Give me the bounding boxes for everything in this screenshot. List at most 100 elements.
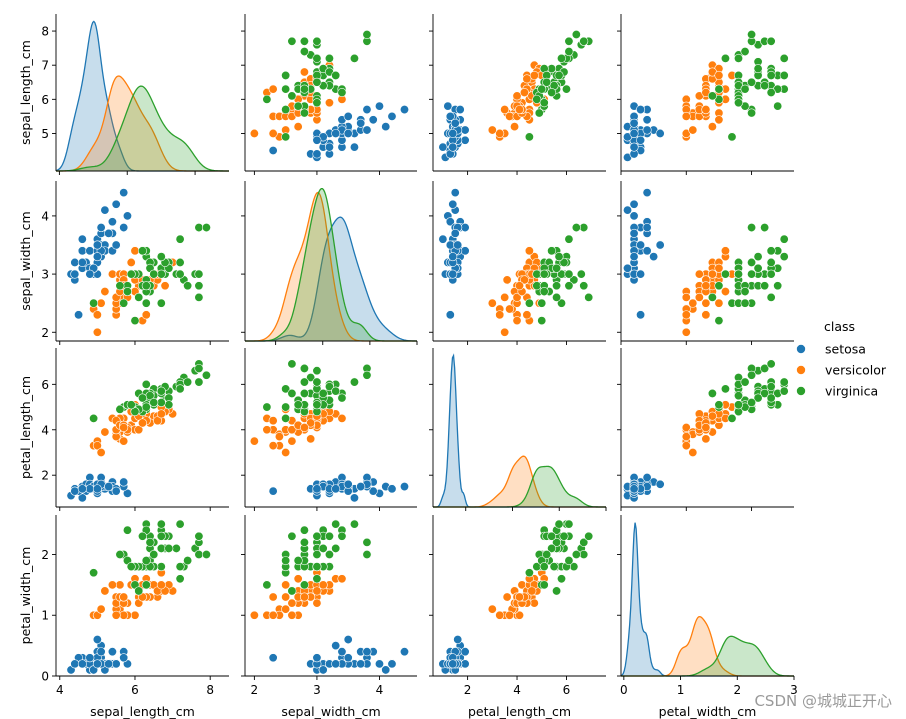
point-virginica-45 (156, 398, 166, 408)
panel-sepal_width_cm-vs-petal_length_cm (429, 181, 606, 345)
point-setosa-38 (312, 149, 322, 159)
point-virginica-46 (537, 84, 547, 94)
point-virginica-34 (552, 292, 562, 302)
point-versicolor-35 (337, 413, 347, 423)
point-virginica-40 (552, 263, 562, 273)
point-setosa-18 (636, 105, 646, 115)
point-virginica-33 (141, 281, 151, 291)
point-setosa-14 (443, 101, 453, 111)
point-virginica-35 (564, 36, 574, 46)
point-virginica-14 (773, 101, 783, 111)
x-tick-label-sepal_width_cm: 3 (313, 683, 321, 697)
point-setosa-42 (70, 659, 80, 669)
point-virginica-44 (554, 70, 564, 80)
point-virginica-14 (122, 525, 132, 535)
point-virginica-7 (569, 275, 579, 285)
point-virginica-46 (281, 84, 291, 94)
point-versicolor-9 (100, 287, 110, 297)
point-virginica-18 (766, 359, 776, 369)
point-versicolor-14 (502, 275, 512, 285)
y-tick-label-petal_width_cm: 2 (41, 548, 49, 562)
point-setosa-14 (122, 211, 132, 221)
point-virginica-19 (262, 580, 272, 590)
point-virginica-25 (734, 53, 744, 63)
point-versicolor-31 (681, 111, 691, 121)
point-setosa-47 (77, 659, 87, 669)
point-virginica-48 (766, 246, 776, 256)
x-tick-label-sepal_length_cm: 4 (56, 683, 64, 697)
point-versicolor-43 (268, 610, 278, 620)
point-virginica-49 (734, 269, 744, 279)
point-versicolor-31 (111, 610, 121, 620)
point-virginica-43 (766, 382, 776, 392)
point-virginica-21 (299, 108, 309, 118)
point-virginica-47 (747, 77, 757, 87)
point-setosa-45 (85, 653, 95, 663)
point-setosa-23 (649, 252, 659, 262)
point-setosa-32 (623, 205, 633, 215)
point-virginica-33 (539, 580, 549, 590)
point-versicolor-48 (96, 298, 106, 308)
point-versicolor-37 (522, 310, 532, 320)
point-setosa-47 (629, 142, 639, 152)
point-virginica-17 (362, 537, 372, 547)
point-virginica-31 (571, 29, 581, 39)
point-virginica-31 (201, 370, 211, 380)
panel-petal_width_cm-vs-sepal_length_cm: 4 6 8 0 1 2 (41, 515, 229, 697)
point-versicolor-37 (141, 310, 151, 320)
point-virginica-49 (126, 269, 136, 279)
point-virginica-19 (262, 94, 272, 104)
point-virginica-31 (571, 549, 581, 559)
point-versicolor-12 (262, 425, 272, 435)
point-virginica-46 (537, 298, 547, 308)
point-virginica-42 (293, 101, 303, 111)
point-virginica-29 (720, 269, 730, 279)
point-setosa-48 (356, 482, 366, 492)
point-virginica-44 (779, 386, 789, 396)
point-versicolor-20 (324, 98, 334, 108)
point-versicolor-41 (707, 269, 717, 279)
point-versicolor-34 (107, 580, 117, 590)
point-setosa-48 (104, 228, 114, 238)
point-versicolor-21 (134, 425, 144, 435)
point-virginica-43 (324, 531, 334, 541)
point-virginica-24 (156, 543, 166, 553)
point-setosa-43 (453, 635, 463, 645)
point-versicolor-31 (505, 304, 515, 314)
point-virginica-34 (134, 586, 144, 596)
point-virginica-5 (576, 269, 586, 279)
point-virginica-32 (299, 388, 309, 398)
point-setosa-47 (77, 257, 87, 267)
point-setosa-22 (349, 142, 359, 152)
point-virginica-29 (175, 269, 185, 279)
point-versicolor-10 (681, 327, 691, 337)
point-setosa-38 (70, 269, 80, 279)
x-tick-label-sepal_width_cm: 4 (376, 683, 384, 697)
point-virginica-48 (547, 88, 557, 98)
panel-sepal_width_cm-vs-sepal_length_cm: 2 3 4 (41, 181, 229, 345)
point-setosa-45 (312, 484, 322, 494)
point-setosa-49 (448, 252, 458, 262)
panel-sepal_length_cm-vs-petal_length_cm (429, 14, 606, 175)
point-setosa-49 (331, 484, 341, 494)
point-versicolor-21 (512, 91, 522, 101)
point-virginica-47 (542, 77, 552, 87)
y-tick-label-petal_width_cm: 1 (41, 609, 49, 623)
point-virginica-33 (714, 84, 724, 94)
point-virginica-34 (707, 91, 717, 101)
point-virginica-38 (532, 94, 542, 104)
point-virginica-35 (312, 36, 322, 46)
point-versicolor-34 (714, 115, 724, 125)
point-setosa-36 (445, 111, 455, 121)
point-virginica-8 (281, 384, 291, 394)
point-setosa-16 (368, 115, 378, 125)
point-virginica-46 (141, 402, 151, 412)
point-setosa-41 (445, 310, 455, 320)
point-setosa-14 (122, 488, 132, 498)
point-versicolor-48 (688, 447, 698, 457)
point-virginica-18 (194, 292, 204, 302)
point-virginica-6 (89, 568, 99, 578)
point-virginica-46 (141, 556, 151, 566)
point-versicolor-47 (306, 418, 316, 428)
point-versicolor-17 (514, 610, 524, 620)
